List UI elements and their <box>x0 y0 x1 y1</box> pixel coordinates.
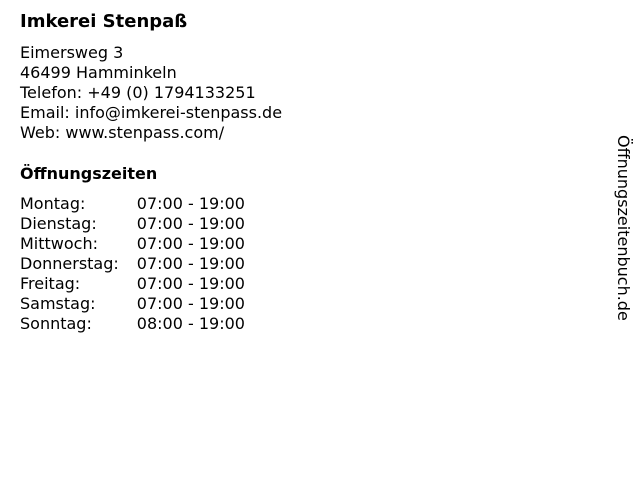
day: Donnerstag: <box>20 254 119 273</box>
time: 07:00 - 19:00 <box>136 234 245 253</box>
phone: Telefon: +49 (0) 1794133251 <box>20 83 256 102</box>
day: Mittwoch: <box>20 234 98 253</box>
table-row: Dienstag: 07:00 - 19:00 <box>18 214 247 234</box>
address-block: Eimersweg 3 46499 Hamminkeln Telefon: +4… <box>20 43 282 143</box>
email: Email: info@imkerei-stenpass.de <box>20 103 283 122</box>
table-row: Mittwoch: 07:00 - 19:00 <box>18 234 247 254</box>
side-brand-label: Öffnungszeitenbuch.de <box>614 135 633 321</box>
table-row: Freitag: 07:00 - 19:00 <box>18 274 247 294</box>
hours-table: Montag: 07:00 - 19:00 Dienstag: 07:00 - 19… <box>18 194 247 334</box>
time: 07:00 - 19:00 <box>136 214 245 233</box>
day: Dienstag: <box>20 214 97 233</box>
table-row: Samstag: 07:00 - 19:00 <box>18 294 247 314</box>
table-row: Donnerstag: 07:00 - 19:00 <box>18 254 247 274</box>
time: 07:00 - 19:00 <box>136 194 245 213</box>
day: Samstag: <box>20 294 96 313</box>
table-row: Sonntag: 08:00 - 19:00 <box>18 314 247 334</box>
website: Web: www.stenpass.com/ <box>20 123 225 142</box>
table-row: Montag: 07:00 - 19:00 <box>18 194 247 214</box>
time: 08:00 - 19:00 <box>136 314 245 333</box>
time: 07:00 - 19:00 <box>136 294 245 313</box>
day: Montag: <box>20 194 86 213</box>
hours-heading: Öffnungszeiten <box>20 164 158 183</box>
time: 07:00 - 19:00 <box>136 274 245 293</box>
street: Eimersweg 3 <box>20 43 124 62</box>
time: 07:00 - 19:00 <box>136 254 245 273</box>
day: Sonntag: <box>20 314 92 333</box>
city: 46499 Hamminkeln <box>20 63 177 82</box>
day: Freitag: <box>20 274 81 293</box>
business-name: Imkerei Stenpaß <box>20 11 188 32</box>
